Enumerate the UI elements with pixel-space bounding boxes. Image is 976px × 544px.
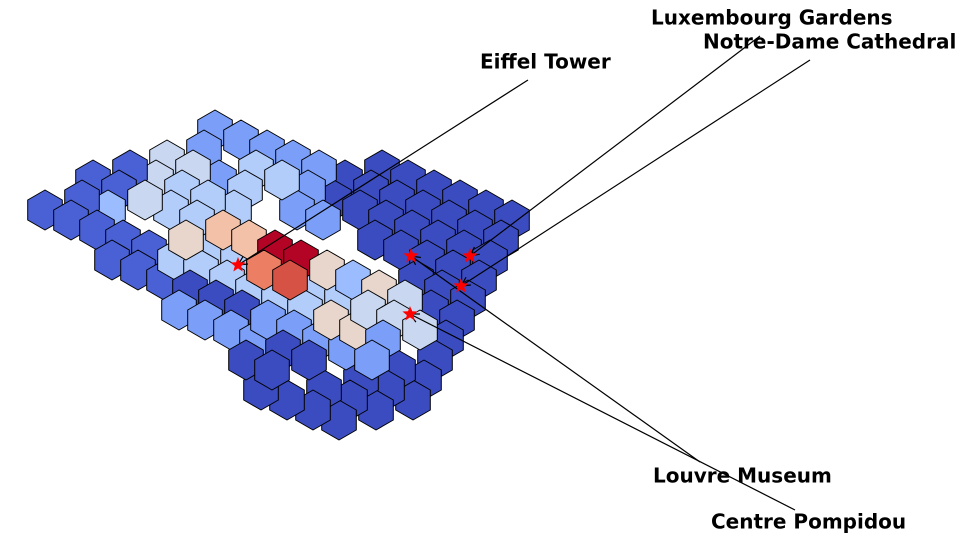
hex-cell-121 bbox=[402, 309, 438, 351]
annotation-line-eiffel-tower bbox=[237, 79, 529, 266]
landmark-star-louvre-museum bbox=[403, 248, 419, 263]
hex-cell-68 bbox=[127, 179, 163, 221]
hex-cell-55 bbox=[264, 159, 300, 201]
hex-cell-123 bbox=[354, 339, 390, 381]
hex-cell-113 bbox=[272, 259, 308, 301]
annotation-label-notre-dame-cathedral: Notre-Dame Cathedral bbox=[703, 30, 956, 54]
annotation-line-notre-dame-cathedral bbox=[460, 59, 811, 287]
hex-cell-53 bbox=[305, 199, 341, 241]
hexbin-layer bbox=[27, 109, 530, 441]
annotation-line-louvre-museum bbox=[410, 255, 701, 463]
hex-cell-103 bbox=[291, 339, 327, 381]
annotation-line-centre-pompidou bbox=[409, 313, 796, 511]
landmark-star-luxembourg-gardens bbox=[462, 248, 478, 263]
hex-cell-105 bbox=[254, 349, 290, 391]
landmark-star-notre-dame-cathedral bbox=[453, 278, 469, 293]
annotation-layer: Eiffel Tower Luxembourg GardensNotre-Dame… bbox=[236, 6, 956, 534]
annotation-label-luxembourg-gardens: Luxembourg Gardens bbox=[651, 6, 893, 30]
annotation-line-luxembourg-gardens bbox=[469, 35, 761, 257]
hex-cell-111 bbox=[168, 219, 204, 261]
landmark-star-eiffel-tower bbox=[230, 257, 246, 272]
annotation-label-centre-pompidou: Centre Pompidou bbox=[711, 510, 906, 534]
landmark-star-centre-pompidou bbox=[402, 306, 418, 321]
landmark-markers bbox=[230, 248, 478, 321]
annotation-label-eiffel-tower: Eiffel Tower bbox=[480, 50, 611, 74]
